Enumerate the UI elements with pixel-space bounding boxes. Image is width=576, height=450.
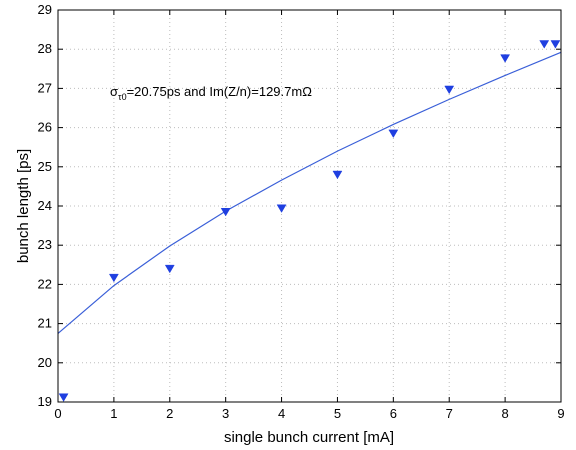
data-markers [58,40,561,402]
plot-background [58,10,561,402]
data-point [276,204,287,213]
data-point [444,85,455,95]
y-axis-label: bunch length [ps] [15,149,32,263]
data-point [539,40,550,49]
annotation-text: =20.75ps and Im(Z/n)=129.7mΩ [127,84,313,99]
data-point [500,54,511,63]
annotation-subscript: τ0 [118,92,127,102]
x-tick-label: 6 [390,406,397,421]
data-point [550,40,561,49]
y-axis-ticks: 19 20 21 22 23 24 25 26 27 28 29 [38,2,561,409]
x-axis-label: single bunch current [mA] [224,429,394,446]
x-axis-ticks: 0 1 2 3 4 5 6 7 8 9 [54,10,565,421]
y-tick-label: 22 [38,276,52,291]
data-point [164,264,175,274]
fit-annotation: στ0=20.75ps and Im(Z/n)=129.7mΩ [110,84,312,102]
y-tick-label: 21 [38,316,52,331]
y-tick-label: 19 [38,394,52,409]
data-point [388,129,399,139]
fit-curve [57,51,562,334]
x-tick-label: 1 [110,406,117,421]
x-tick-label: 9 [557,406,564,421]
annotation-sigma: σ [110,84,118,99]
data-point [332,170,343,180]
y-tick-label: 26 [38,120,52,135]
y-tick-label: 29 [38,2,52,17]
y-tick-label: 25 [38,159,52,174]
x-tick-label: 4 [278,406,285,421]
data-point [108,273,119,283]
y-tick-label: 27 [38,80,52,95]
x-tick-label: 8 [501,406,508,421]
x-tick-label: 7 [446,406,453,421]
x-tick-label: 2 [166,406,173,421]
y-tick-label: 24 [38,198,52,213]
y-tick-label: 28 [38,41,52,56]
y-tick-label: 23 [38,237,52,252]
data-point [58,393,69,402]
y-tick-label: 20 [38,355,52,370]
x-tick-label: 0 [54,406,61,421]
x-tick-label: 3 [222,406,229,421]
data-point [220,208,231,217]
x-tick-label: 5 [334,406,341,421]
fit-curve-line [57,51,562,334]
